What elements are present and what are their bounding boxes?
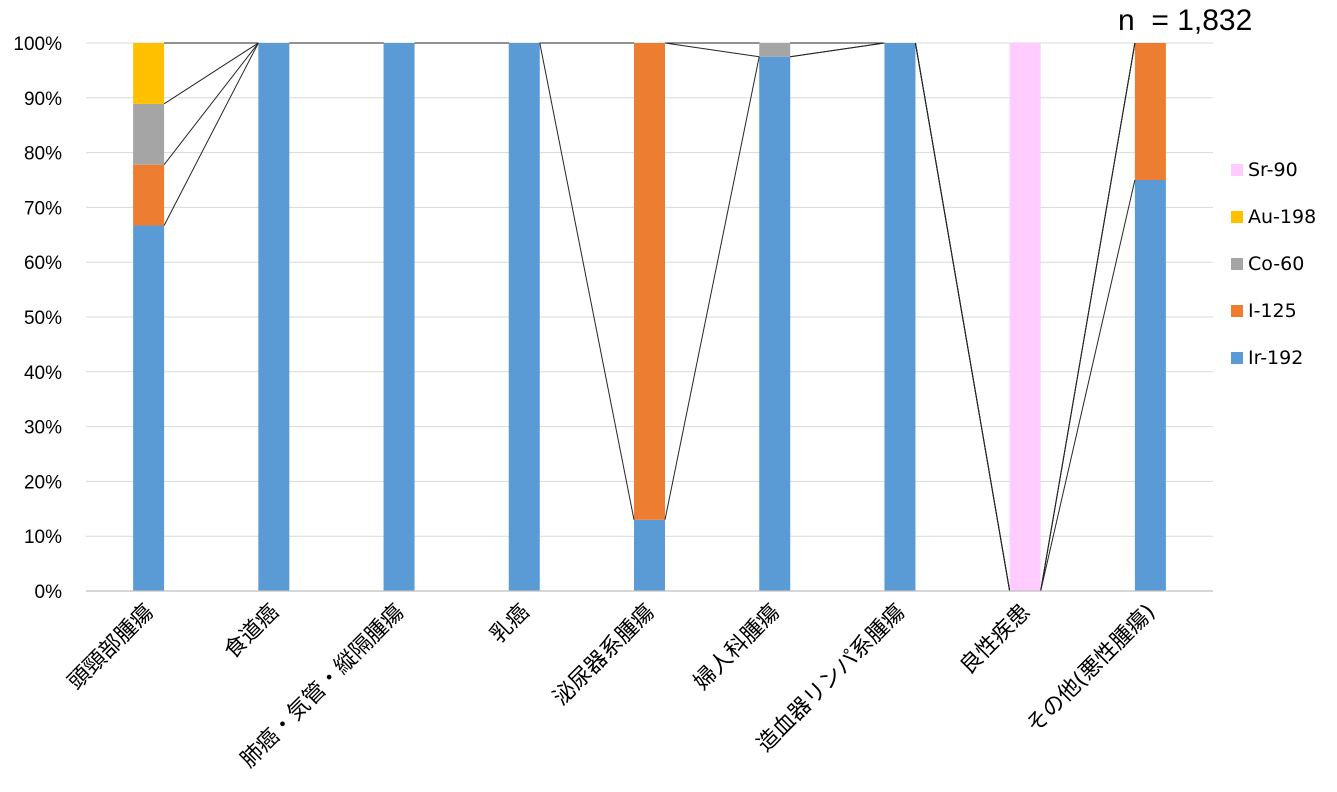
legend-label: Co-60 (1248, 253, 1304, 275)
bar-segment-i-125 (634, 43, 665, 520)
x-tick-label: 食道癌 (220, 600, 284, 664)
legend-label: Ir-192 (1248, 347, 1303, 369)
bar-segment-sr-90 (1009, 43, 1041, 591)
series-line (1040, 179, 1136, 592)
bar-segment-ir-192 (133, 225, 165, 591)
legend-swatch (1231, 305, 1243, 317)
legend-label: Au-198 (1248, 206, 1316, 228)
legend-label: Sr-90 (1248, 159, 1298, 181)
legend-swatch (1231, 211, 1243, 223)
bar-segment-ir-192 (258, 43, 290, 591)
bar-segment-ir-192 (634, 519, 665, 591)
bar-segment-i-125 (133, 164, 165, 226)
bar-segment-ir-192 (1134, 180, 1166, 591)
y-tick-label: 80% (24, 144, 62, 165)
y-tick-label: 70% (24, 198, 62, 219)
series-line (539, 42, 635, 520)
bar-segment-ir-192 (383, 43, 415, 591)
bar-segment-co-60 (133, 103, 165, 165)
series-line (163, 42, 259, 165)
y-tick-label: 0% (35, 582, 63, 603)
x-tick-label: 頭頸部腫瘍 (63, 600, 158, 695)
bar-segment-ir-192 (508, 43, 540, 591)
bar-segment-co-60 (759, 43, 791, 57)
series-lines (163, 42, 1136, 592)
series-line (664, 42, 760, 58)
bar-segment-i-125 (1134, 43, 1166, 180)
x-tick-label: 良性疾患 (955, 600, 1035, 680)
bar-segment-au-198 (133, 43, 165, 104)
bars (133, 43, 1166, 591)
y-tick-label: 20% (24, 472, 62, 493)
sample-size-label: n = 1,832 (1118, 4, 1253, 37)
legend-swatch (1231, 258, 1243, 270)
bar-segment-ir-192 (884, 43, 916, 591)
x-tick-label: その他(悪性腫瘍) (1022, 600, 1161, 739)
legend: Sr-90 Au-198 Co-60 I-125 Ir-192 (1231, 159, 1316, 369)
x-tick-label: 泌尿器系腫瘍 (549, 600, 660, 711)
series-line (790, 42, 885, 58)
y-tick-label: 100% (13, 34, 62, 55)
y-axis: 0% 10% 20% 30% 40% 50% 60% 70% 80% 90% 100% (13, 34, 62, 603)
y-tick-label: 40% (24, 363, 62, 384)
series-line (1040, 42, 1136, 592)
legend-label: I-125 (1248, 300, 1297, 322)
y-tick-label: 30% (24, 418, 62, 439)
series-line (163, 42, 259, 105)
y-tick-label: 50% (24, 308, 62, 329)
x-tick-label: 婦人科腫瘍 (689, 600, 784, 695)
y-tick-label: 60% (24, 253, 62, 274)
y-tick-label: 10% (24, 527, 62, 548)
series-line (914, 42, 1011, 592)
bar-segment-ir-192 (759, 56, 791, 591)
series-line (664, 56, 760, 520)
y-tick-label: 90% (24, 89, 62, 110)
series-line (163, 42, 259, 226)
x-tick-label: 乳癌 (486, 600, 535, 649)
legend-swatch (1231, 164, 1243, 176)
legend-swatch (1231, 352, 1243, 364)
